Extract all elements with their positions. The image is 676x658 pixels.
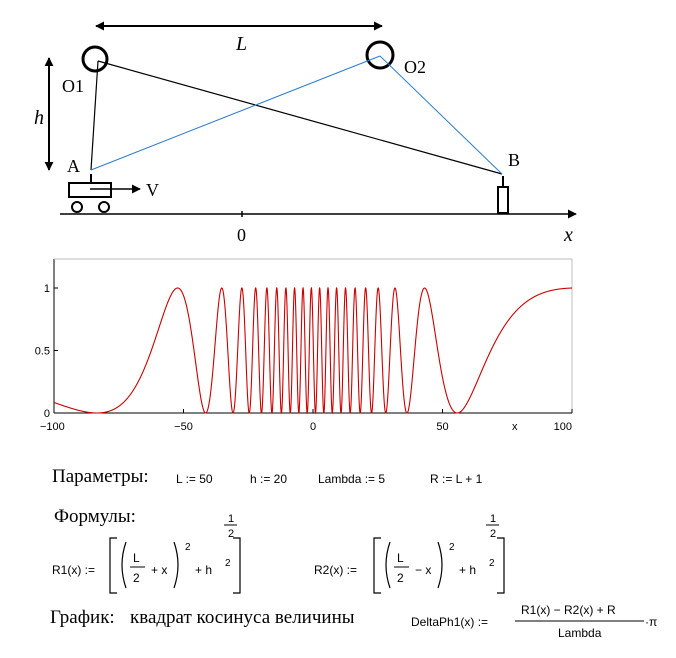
r1-exp-1: 1 bbox=[228, 513, 234, 525]
series-line-cos-squared bbox=[53, 286, 572, 415]
graph-row: График: квадрат косинуса величины DeltaP… bbox=[50, 603, 657, 640]
x-tick-label: 0 bbox=[310, 421, 316, 433]
r2-square-2: 2 bbox=[489, 558, 495, 569]
label-L: L bbox=[235, 33, 247, 55]
x-tick-label: −50 bbox=[174, 421, 193, 433]
parameters-row: Параметры: L := 50 h := 20 Lambda := 5 R… bbox=[52, 466, 483, 487]
dph-denominator: Lambda bbox=[558, 626, 602, 640]
x-ticks: −100 −50 0 50 100 bbox=[40, 409, 573, 433]
label-O1: O1 bbox=[62, 76, 84, 96]
source-O2-circle bbox=[365, 40, 395, 70]
label-O2: O2 bbox=[404, 57, 426, 77]
source-O1-circle bbox=[81, 45, 109, 73]
param-h: h := 20 bbox=[250, 472, 287, 486]
ray-O1-B bbox=[97, 60, 503, 175]
r1-plus-h: + h bbox=[195, 563, 212, 577]
r2-frac-L: L bbox=[397, 551, 404, 565]
r2-exp-2: 2 bbox=[490, 528, 496, 540]
param-L: L := 50 bbox=[176, 472, 213, 486]
ray-O2-B bbox=[379, 55, 503, 175]
dph-numerator: R1(x) − R2(x) + R bbox=[521, 603, 616, 617]
r2-plus-h: + h bbox=[459, 563, 476, 577]
ray-O2-A bbox=[90, 55, 381, 171]
r1-frac-2: 2 bbox=[133, 571, 140, 585]
receiver-B bbox=[497, 186, 509, 214]
params-title: Параметры: bbox=[52, 466, 149, 487]
axis-x-label: x bbox=[563, 224, 573, 246]
label-B: B bbox=[508, 150, 520, 170]
formulas-title: Формулы: bbox=[54, 506, 136, 527]
cart bbox=[68, 174, 112, 213]
x-tick-label: 50 bbox=[436, 421, 448, 433]
formula-R2: R2(x) := L 2 − x 2 + h 2 1 2 bbox=[314, 513, 505, 594]
ray-O1-A bbox=[90, 60, 99, 171]
r2-frac-2: 2 bbox=[397, 571, 404, 585]
dph-name: DeltaPh1(x) := bbox=[411, 615, 488, 629]
r2-exp-1: 1 bbox=[490, 513, 496, 525]
chart-x-axis-label: x bbox=[512, 421, 518, 433]
r2-name: R2(x) := bbox=[314, 563, 357, 577]
r2-square-1: 2 bbox=[449, 542, 455, 553]
y-tick-label: 1 bbox=[44, 283, 50, 295]
schematic: L h O1 O2 A B V 0 x bbox=[34, 21, 577, 246]
label-h: h bbox=[34, 107, 44, 129]
y-tick-label: 0 bbox=[44, 408, 50, 420]
r1-square-1: 2 bbox=[185, 542, 191, 553]
r1-square-2: 2 bbox=[225, 558, 231, 569]
y-ticks: 00.51 bbox=[35, 283, 58, 420]
param-lambda: Lambda := 5 bbox=[318, 472, 385, 486]
r2-minus-x: − x bbox=[415, 563, 431, 577]
label-A: A bbox=[67, 156, 80, 176]
r1-frac-L: L bbox=[133, 551, 140, 565]
r1-plus-x: + x bbox=[151, 563, 167, 577]
formula-R1: R1(x) := L 2 + x 2 + h 2 1 2 bbox=[52, 513, 241, 594]
y-tick-label: 0.5 bbox=[35, 346, 50, 358]
label-V: V bbox=[146, 180, 159, 200]
x-tick-label: −100 bbox=[40, 421, 65, 433]
axis-zero-label: 0 bbox=[237, 225, 246, 245]
graph-title: График: bbox=[50, 607, 115, 628]
r1-name: R1(x) := bbox=[52, 563, 95, 577]
graph-desc: квадрат косинуса величины bbox=[130, 607, 355, 628]
param-R: R := L + 1 bbox=[430, 472, 483, 486]
x-tick-label: 100 bbox=[554, 421, 572, 433]
dph-pi: ·π bbox=[645, 615, 657, 629]
chart: 00.51 −100 −50 0 50 100 x bbox=[35, 258, 573, 433]
r1-exp-2: 2 bbox=[228, 528, 234, 540]
